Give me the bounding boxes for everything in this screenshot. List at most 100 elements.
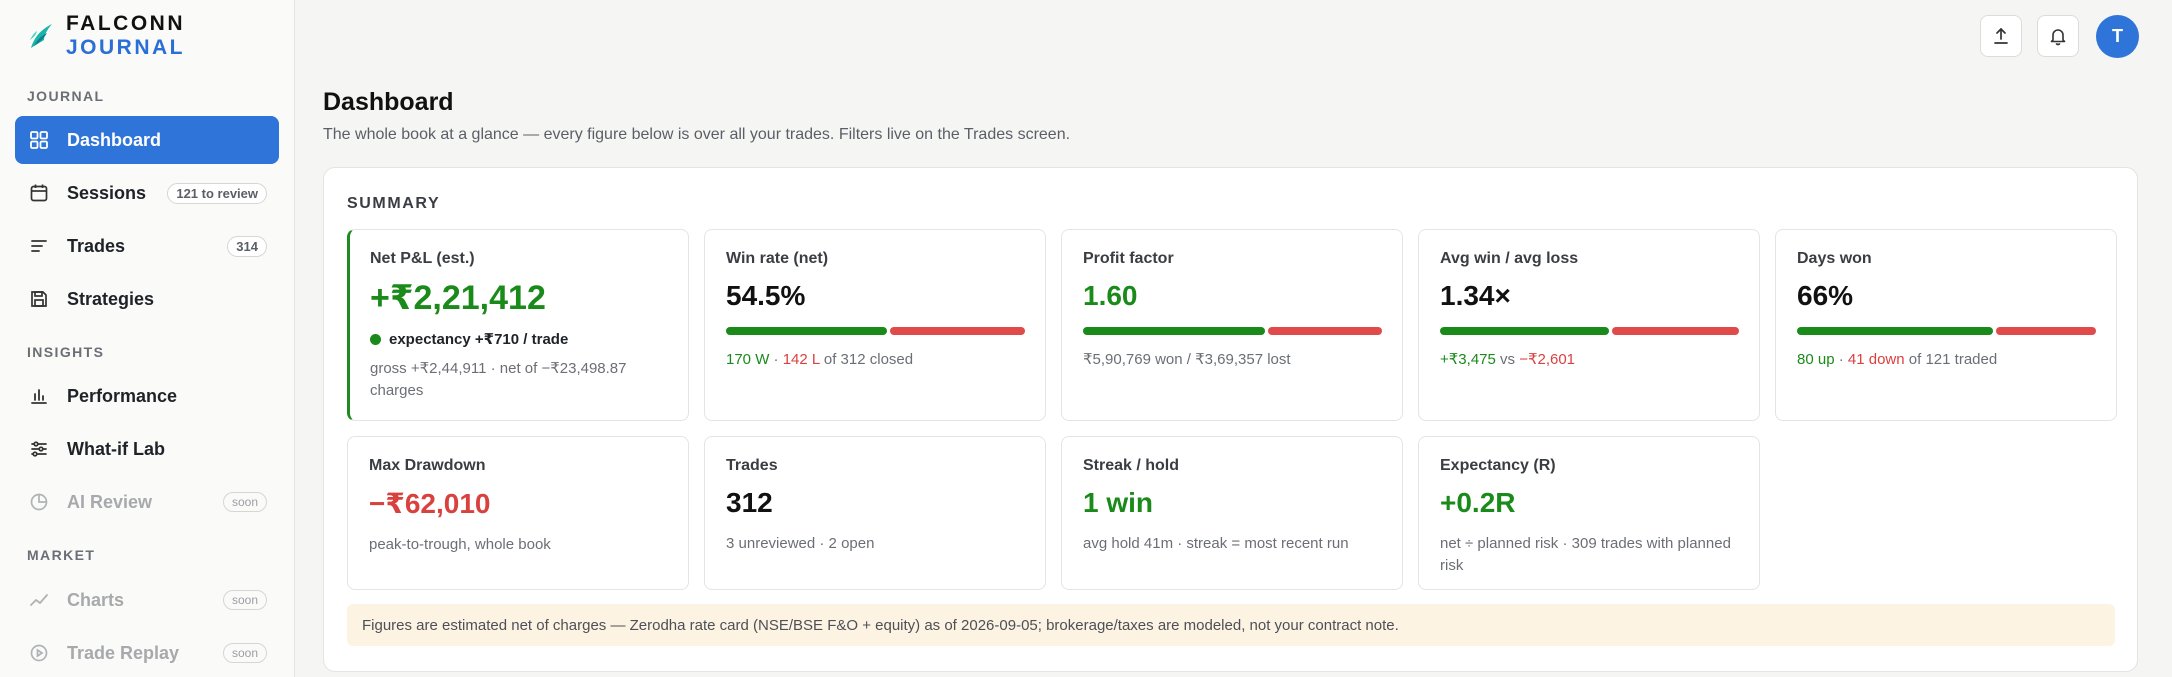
soon-badge: soon: [222, 590, 267, 610]
review-count-badge: 121 to review: [167, 182, 267, 204]
sidebar-item-label: Trades: [67, 235, 126, 256]
card-label: Streak / hold: [1083, 457, 1180, 474]
max-drawdown-value: −₹62,010: [369, 488, 491, 519]
grid-icon: [29, 130, 49, 150]
sidebar-item-ai-review[interactable]: AI Review soon: [15, 478, 279, 526]
win-segment: [726, 327, 888, 335]
days-up-down-bar: [1797, 327, 2096, 335]
drawdown-note: peak-to-trough, whole book: [369, 536, 551, 553]
sidebar-item-trade-replay[interactable]: Trade Replay soon: [15, 629, 279, 677]
net-pnl-card: Net P&L (est.) +₹2,21,412 expectancy +₹7…: [347, 229, 689, 421]
card-label: Profit factor: [1083, 250, 1174, 267]
card-label: Trades: [726, 457, 778, 474]
sidebar-item-dashboard[interactable]: Dashboard: [15, 116, 279, 164]
gross-note: gross +₹2,44,911 · net of −₹23,498.87 ch…: [370, 360, 627, 399]
brand-name: FALCONN JOURNAL: [66, 12, 186, 59]
page-title: Dashboard: [323, 88, 454, 116]
trades-value: 312: [726, 487, 773, 518]
sidebar: FALCONN JOURNAL JOURNAL Dashboard Sessio…: [0, 0, 295, 677]
sidebar-item-label: Trade Replay: [67, 642, 180, 663]
win-loss-note: 170 W · 142 L of 312 closed: [726, 351, 914, 368]
days-won-value: 66%: [1797, 280, 1854, 311]
card-label: Days won: [1797, 250, 1872, 267]
upload-button[interactable]: [1980, 15, 2022, 57]
bell-icon: [2050, 29, 2066, 46]
expectancy-text: expectancy +₹710 / trade: [389, 331, 569, 348]
charges-footnote: Figures are estimated net of charges — Z…: [347, 604, 2115, 646]
sidebar-item-strategies[interactable]: Strategies: [15, 275, 279, 323]
upload-icon: [1994, 28, 2008, 44]
win-rate-card: Win rate (net) 54.5% 170 W · 142 L of 31…: [704, 229, 1046, 421]
list-icon: [29, 236, 49, 256]
max-drawdown-card: Max Drawdown −₹62,010 peak-to-trough, wh…: [347, 436, 689, 590]
lost-segment: [1268, 327, 1382, 335]
up-days-segment: [1797, 327, 1993, 335]
brand[interactable]: FALCONN JOURNAL: [28, 12, 294, 59]
nav-section-journal: JOURNAL: [27, 88, 105, 104]
streak-card: Streak / hold 1 win avg hold 41m · strea…: [1061, 436, 1403, 590]
trades-card: Trades 312 3 unreviewed · 2 open: [704, 436, 1046, 590]
won-lost-note: ₹5,90,769 won / ₹3,69,357 lost: [1083, 351, 1291, 368]
pie-icon: [29, 492, 49, 512]
expectancy-r-value: +0.2R: [1440, 487, 1516, 518]
sidebar-item-trades[interactable]: Trades 314: [15, 222, 279, 270]
sidebar-item-label: Performance: [67, 385, 178, 406]
sidebar-item-label: Strategies: [67, 288, 155, 309]
sidebar-item-sessions[interactable]: Sessions 121 to review: [15, 169, 279, 217]
falcon-logo-icon: [28, 22, 54, 50]
nav-section-insights: INSIGHTS: [27, 344, 105, 360]
avg-win-loss-note: +₹3,475 vs −₹2,601: [1440, 351, 1576, 368]
soon-badge: soon: [222, 643, 267, 663]
bar-chart-icon: [29, 386, 49, 406]
net-pnl-value: +₹2,21,412: [370, 279, 546, 317]
trades-note: 3 unreviewed · 2 open: [726, 535, 875, 552]
sliders-icon: [29, 439, 49, 459]
soon-badge: soon: [222, 492, 267, 512]
avg-win-segment: [1440, 327, 1610, 335]
summary-panel: SUMMARY Net P&L (est.) +₹2,21,412 expect…: [323, 167, 2138, 672]
avg-win-loss-value: 1.34×: [1440, 280, 1511, 311]
sidebar-item-label: Charts: [67, 589, 125, 610]
card-label: Avg win / avg loss: [1440, 250, 1579, 267]
avg-win-loss-bar: [1440, 327, 1739, 335]
avg-win-loss-card: Avg win / avg loss 1.34× +₹3,475 vs −₹2,…: [1418, 229, 1760, 421]
nav-section-market: MARKET: [27, 547, 96, 563]
card-label: Net P&L (est.): [370, 250, 475, 267]
trend-icon: [29, 590, 49, 610]
sidebar-item-label: Sessions: [67, 182, 147, 203]
profit-factor-value: 1.60: [1083, 280, 1138, 311]
sidebar-item-label: AI Review: [67, 491, 153, 512]
down-days-segment: [1995, 327, 2096, 335]
avg-loss-segment: [1612, 327, 1739, 335]
streak-note: avg hold 41m · streak = most recent run: [1083, 535, 1349, 552]
calendar-icon: [29, 183, 49, 203]
page-subtitle: The whole book at a glance — every figur…: [323, 126, 1071, 143]
sidebar-item-charts[interactable]: Charts soon: [15, 576, 279, 624]
play-icon: [29, 643, 49, 663]
summary-title: SUMMARY: [347, 195, 441, 212]
card-label: Max Drawdown: [369, 457, 486, 474]
expectancy-r-note: net ÷ planned risk · 309 trades with pla…: [1440, 535, 1731, 574]
streak-value: 1 win: [1083, 487, 1154, 518]
won-lost-bar: [1083, 327, 1382, 335]
notifications-button[interactable]: [2037, 15, 2079, 57]
days-won-card: Days won 66% 80 up · 41 down of 121 trad…: [1775, 229, 2117, 421]
expectancy-line: expectancy +₹710 / trade: [370, 330, 668, 348]
sidebar-item-performance[interactable]: Performance: [15, 372, 279, 420]
save-icon: [29, 289, 49, 309]
trades-count-badge: 314: [227, 235, 267, 257]
avatar[interactable]: T: [2096, 15, 2139, 58]
win-loss-bar: [726, 327, 1025, 335]
won-segment: [1083, 327, 1266, 335]
sidebar-item-label: Dashboard: [67, 129, 162, 150]
sidebar-item-what-if-lab[interactable]: What-if Lab: [15, 425, 279, 473]
expectancy-r-card: Expectancy (R) +0.2R net ÷ planned risk …: [1418, 436, 1760, 590]
win-rate-value: 54.5%: [726, 280, 806, 311]
card-label: Expectancy (R): [1440, 457, 1556, 474]
profit-factor-card: Profit factor 1.60 ₹5,90,769 won / ₹3,69…: [1061, 229, 1403, 421]
sidebar-item-label: What-if Lab: [67, 438, 165, 459]
days-note: 80 up · 41 down of 121 traded: [1797, 351, 1998, 368]
card-label: Win rate (net): [726, 250, 829, 267]
status-dot-icon: [370, 333, 381, 345]
loss-segment: [890, 327, 1025, 335]
